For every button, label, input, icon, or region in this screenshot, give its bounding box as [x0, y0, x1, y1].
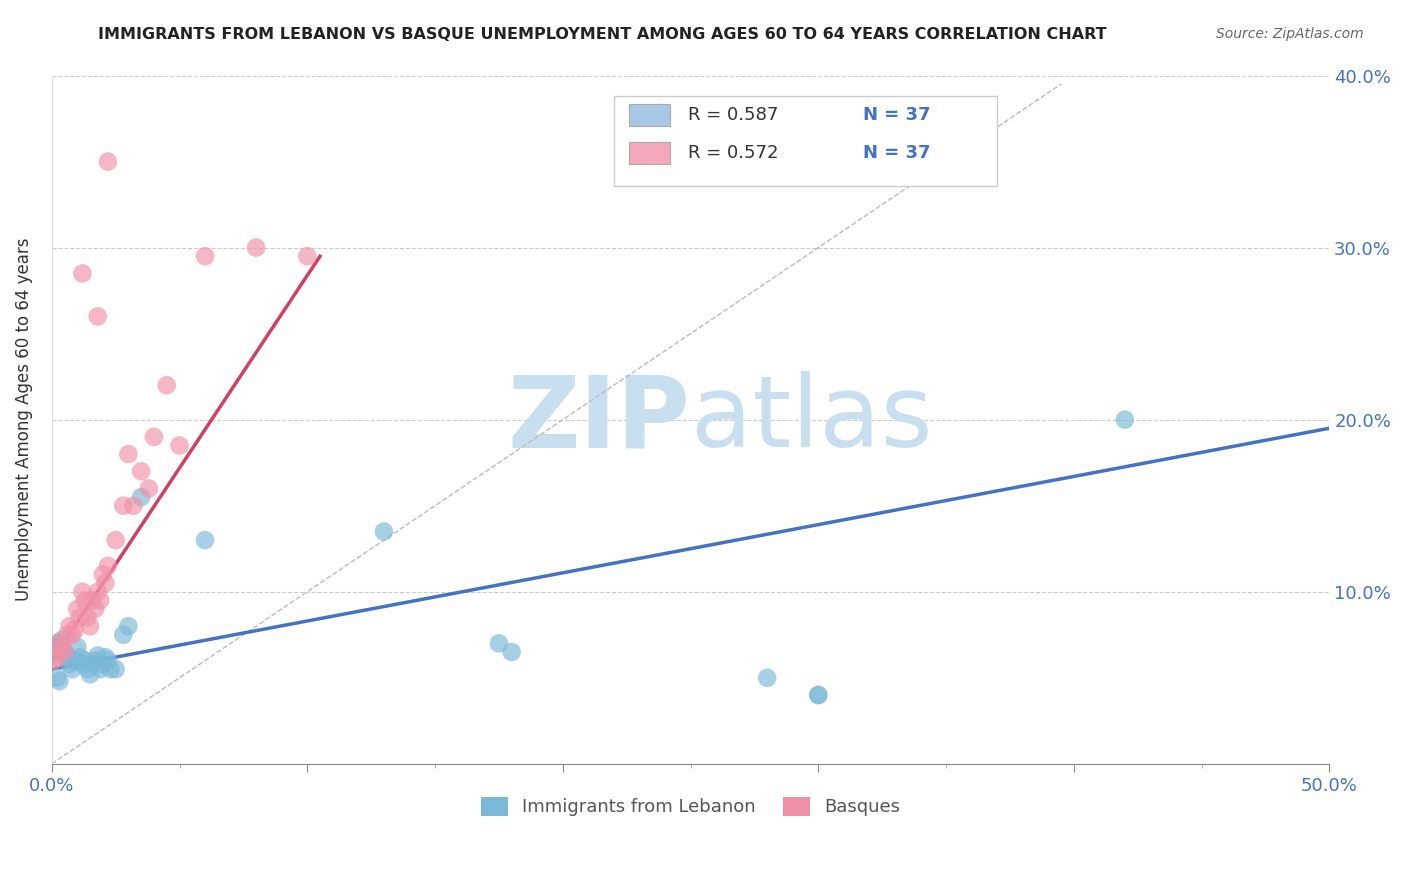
Point: [45, 636, 67, 650]
Point: [129, 490, 152, 504]
Point: [72, 267, 94, 281]
Point: [51, 632, 73, 647]
Point: [84, 654, 107, 668]
Point: [59, 657, 82, 671]
Point: [72, 657, 94, 671]
Point: [129, 464, 152, 478]
Point: [60, 662, 83, 676]
Point: [87, 584, 110, 599]
Point: [156, 378, 179, 392]
Point: [45, 650, 67, 665]
Point: [94, 650, 117, 665]
Point: [97, 558, 120, 573]
Point: [756, 671, 779, 685]
Point: [66, 640, 89, 654]
Point: [51, 640, 73, 654]
Point: [373, 524, 395, 539]
Point: [73, 654, 96, 668]
Point: [297, 249, 319, 263]
Point: [87, 648, 110, 663]
Point: [59, 619, 82, 633]
Point: [79, 667, 101, 681]
Legend: Immigrants from Lebanon, Basques: Immigrants from Lebanon, Basques: [474, 789, 908, 823]
Point: [73, 593, 96, 607]
Text: N = 37: N = 37: [863, 106, 931, 124]
Point: [82, 657, 104, 671]
Point: [48, 674, 70, 689]
Point: [100, 662, 122, 676]
Point: [44, 645, 66, 659]
FancyBboxPatch shape: [630, 142, 671, 163]
Y-axis label: Unemployment Among Ages 60 to 64 years: Unemployment Among Ages 60 to 64 years: [15, 238, 32, 601]
Point: [69, 650, 91, 665]
Point: [48, 640, 70, 654]
Text: ZIP: ZIP: [508, 371, 690, 468]
Point: [82, 593, 104, 607]
Point: [501, 645, 523, 659]
Point: [142, 430, 165, 444]
Point: [53, 645, 76, 659]
Point: [488, 636, 510, 650]
Point: [91, 657, 114, 671]
Point: [56, 628, 79, 642]
Point: [112, 628, 135, 642]
Point: [104, 662, 127, 676]
Point: [245, 241, 267, 255]
Point: [117, 447, 139, 461]
Point: [48, 636, 70, 650]
Text: atlas: atlas: [690, 371, 932, 468]
Point: [66, 602, 89, 616]
Point: [89, 593, 111, 607]
Point: [63, 623, 86, 637]
Point: [63, 654, 86, 668]
Point: [97, 654, 120, 668]
Point: [138, 482, 160, 496]
Point: [169, 438, 191, 452]
Point: [94, 576, 117, 591]
Point: [76, 662, 98, 676]
Text: Source: ZipAtlas.com: Source: ZipAtlas.com: [1216, 27, 1364, 41]
Point: [79, 619, 101, 633]
Point: [45, 671, 67, 685]
Point: [53, 645, 76, 659]
Point: [194, 249, 217, 263]
Point: [112, 499, 135, 513]
Point: [807, 688, 830, 702]
Point: [72, 584, 94, 599]
Point: [91, 567, 114, 582]
Point: [122, 499, 145, 513]
Point: [60, 628, 83, 642]
Point: [69, 610, 91, 624]
Point: [76, 610, 98, 624]
Point: [89, 662, 111, 676]
Point: [194, 533, 217, 548]
FancyBboxPatch shape: [614, 96, 997, 186]
Text: N = 37: N = 37: [863, 144, 931, 161]
Text: R = 0.572: R = 0.572: [688, 144, 779, 161]
Point: [117, 619, 139, 633]
Point: [84, 602, 107, 616]
Text: IMMIGRANTS FROM LEBANON VS BASQUE UNEMPLOYMENT AMONG AGES 60 TO 64 YEARS CORRELA: IMMIGRANTS FROM LEBANON VS BASQUE UNEMPL…: [98, 27, 1107, 42]
Point: [44, 654, 66, 668]
Point: [87, 310, 110, 324]
FancyBboxPatch shape: [630, 103, 671, 126]
Point: [97, 154, 120, 169]
Point: [1114, 412, 1136, 426]
Point: [56, 650, 79, 665]
Text: R = 0.587: R = 0.587: [688, 106, 779, 124]
Point: [807, 688, 830, 702]
Point: [104, 533, 127, 548]
